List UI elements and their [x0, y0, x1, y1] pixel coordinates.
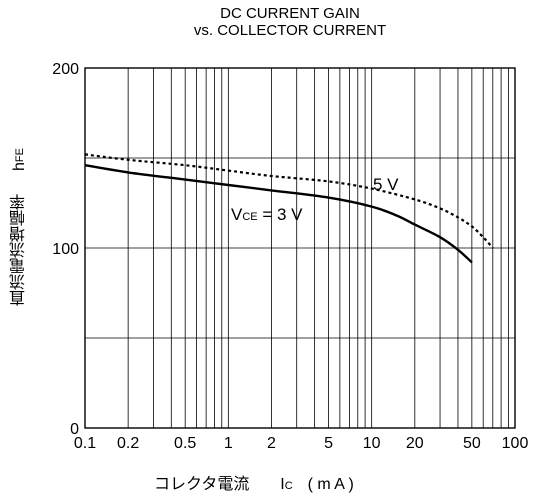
series-label-vce-sub: CE — [242, 211, 257, 223]
series-label-5v: 5 V — [373, 175, 399, 194]
x-axis-label: コレクタ電流 IC ( m A ) — [154, 470, 354, 494]
x-tick-label: 0.5 — [174, 435, 196, 452]
x-tick-label: 10 — [363, 435, 381, 452]
x-axis-unit: ( m A ) — [307, 476, 354, 493]
x-tick-label: 100 — [502, 435, 529, 452]
plot-frame — [84, 67, 516, 429]
series-label-vce-3v: VCE = 3 V — [231, 205, 303, 224]
series-3v-curve — [84, 164, 473, 264]
y-tick-label: 0 — [70, 421, 79, 438]
x-tick-label: 5 — [324, 435, 333, 452]
series-label-vce-rest: = 3 V — [258, 205, 304, 224]
y-axis-symbol-sub: FE — [14, 148, 26, 163]
chart-title-line-2: vs. COLLECTOR CURRENT — [193, 22, 387, 39]
y-axis-symbol: h — [11, 162, 28, 171]
x-axis-symbol: I — [280, 476, 285, 493]
y-tick-label: 100 — [52, 241, 79, 258]
x-tick-label: 1 — [224, 435, 233, 452]
x-tick-label: 0.2 — [117, 435, 139, 452]
x-tick-label: 20 — [406, 435, 424, 452]
x-tick-label: 0.1 — [74, 435, 96, 452]
x-tick-label: 50 — [463, 435, 481, 452]
series-label-vce-main: V — [231, 205, 243, 224]
x-tick-label: 2 — [267, 435, 276, 452]
y-axis-label-text: 直流電流増幅率 — [11, 193, 28, 306]
y-tick-label: 200 — [52, 61, 79, 78]
y-axis-label: 直流電流増幅率 hFE — [8, 148, 30, 306]
series-5v-curve — [84, 153, 494, 249]
chart-title-line-1: DC CURRENT GAIN — [220, 5, 360, 22]
x-axis-symbol-sub: C — [284, 480, 293, 492]
x-axis-label-text: コレクタ電流 — [154, 476, 250, 493]
